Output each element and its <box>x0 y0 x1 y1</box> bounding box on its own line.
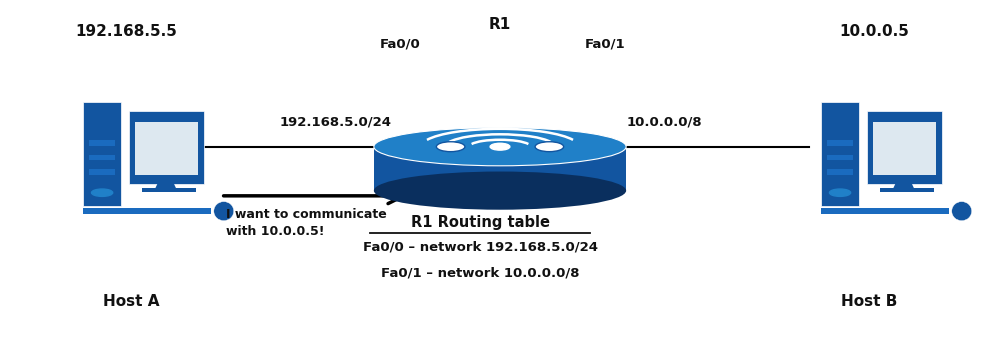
Text: 192.168.5.5: 192.168.5.5 <box>75 24 177 39</box>
Text: 192.168.5.0/24: 192.168.5.0/24 <box>279 115 391 128</box>
Polygon shape <box>821 102 859 206</box>
Circle shape <box>91 189 113 196</box>
Text: with 10.0.0.5!: with 10.0.0.5! <box>226 225 324 238</box>
Polygon shape <box>129 111 204 184</box>
Polygon shape <box>83 102 121 206</box>
Circle shape <box>436 142 465 152</box>
Ellipse shape <box>374 172 626 210</box>
Text: Fa0/0: Fa0/0 <box>380 38 421 51</box>
Text: 10.0.0.5: 10.0.0.5 <box>839 24 909 39</box>
Polygon shape <box>89 169 115 175</box>
Text: Host B: Host B <box>841 294 897 309</box>
Ellipse shape <box>952 202 972 221</box>
Polygon shape <box>827 155 853 160</box>
Polygon shape <box>892 184 916 192</box>
Polygon shape <box>142 188 196 192</box>
Polygon shape <box>83 208 211 214</box>
Polygon shape <box>867 111 942 184</box>
Text: Fa0/0 – network 192.168.5.0/24: Fa0/0 – network 192.168.5.0/24 <box>363 241 598 254</box>
Polygon shape <box>873 122 936 175</box>
Polygon shape <box>135 122 198 175</box>
Text: Fa0/1: Fa0/1 <box>584 38 625 51</box>
Text: Fa0/1 – network 10.0.0.0/8: Fa0/1 – network 10.0.0.0/8 <box>381 266 579 279</box>
Circle shape <box>490 143 510 150</box>
Polygon shape <box>89 155 115 160</box>
Polygon shape <box>880 188 934 192</box>
Text: I want to communicate: I want to communicate <box>226 208 387 221</box>
Text: Host A: Host A <box>103 294 159 309</box>
Polygon shape <box>821 208 949 214</box>
Polygon shape <box>89 140 115 146</box>
Circle shape <box>829 189 851 196</box>
Text: R1 Routing table: R1 Routing table <box>411 215 550 230</box>
Ellipse shape <box>214 202 234 221</box>
Text: 10.0.0.0/8: 10.0.0.0/8 <box>627 115 702 128</box>
Polygon shape <box>374 147 626 191</box>
Polygon shape <box>154 184 178 192</box>
Polygon shape <box>827 140 853 146</box>
Circle shape <box>535 142 564 152</box>
Polygon shape <box>827 169 853 175</box>
Text: R1: R1 <box>489 17 511 32</box>
Ellipse shape <box>374 128 626 166</box>
